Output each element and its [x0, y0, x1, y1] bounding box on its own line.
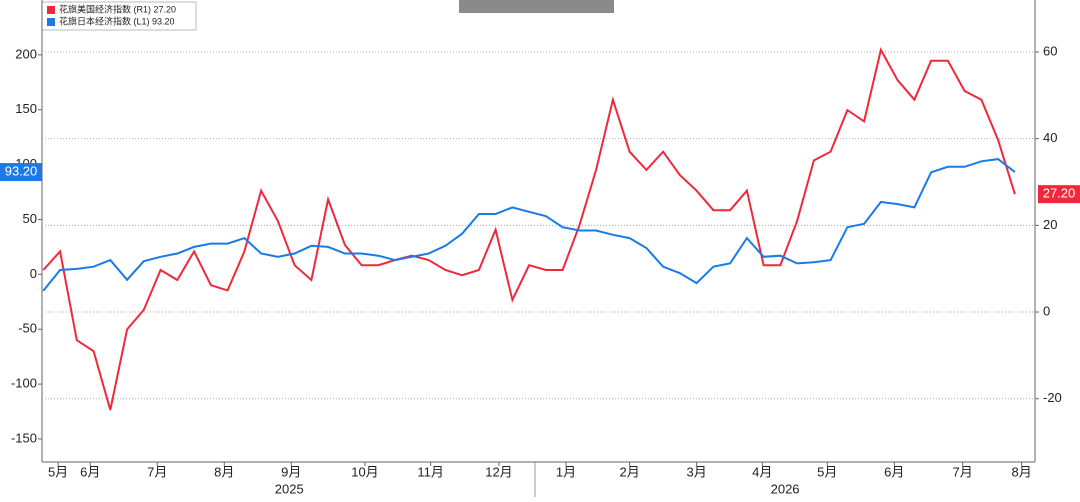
y-tick-label: 150 — [15, 101, 37, 116]
y2-tick-label: -20 — [1043, 390, 1062, 405]
legend — [41, 1, 197, 31]
x-tick-label: 6月 — [884, 464, 904, 479]
y2-tick-label: 20 — [1043, 217, 1057, 232]
y-tick-label: -100 — [11, 376, 37, 391]
y2-tick-label: 0 — [1043, 303, 1050, 318]
x-tick-label: 1月 — [556, 464, 576, 479]
end-label-box — [0, 163, 42, 182]
x-tick-label: 5月 — [48, 464, 68, 479]
y-tick-label: -50 — [18, 321, 37, 336]
y-tick-label: 50 — [23, 211, 37, 226]
x-tick-label: 3月 — [687, 464, 707, 479]
x-tick-label: 11月 — [417, 464, 444, 479]
y-tick-label: 0 — [30, 266, 37, 281]
x-tick-label: 7月 — [147, 464, 167, 479]
x-tick-label: 10月 — [351, 464, 378, 479]
end-label-box — [1038, 185, 1080, 204]
y2-tick-label: 40 — [1043, 130, 1057, 145]
year-label: 2026 — [771, 481, 800, 496]
x-tick-label: 4月 — [752, 464, 772, 479]
x-tick-label: 12月 — [485, 464, 512, 479]
series-line — [42, 47, 1016, 411]
y2-tick-label: 60 — [1043, 43, 1057, 58]
end-label: 93.20 — [5, 164, 38, 179]
legend-label: 花旗日本经济指数 (L1) 93.20 — [59, 15, 175, 26]
x-tick-label: 8月 — [1011, 464, 1031, 479]
x-tick-label: 8月 — [214, 464, 234, 479]
x-tick-label: 5月 — [817, 464, 837, 479]
x-tick-label: 7月 — [953, 464, 973, 479]
toolbar[interactable] — [459, 0, 614, 13]
x-tick-label: 9月 — [281, 464, 301, 479]
legend-label: 花旗美国经济指数 (R1) 27.20 — [59, 3, 176, 14]
series-line — [42, 158, 1016, 292]
legend-swatch — [47, 6, 55, 14]
end-label: 27.20 — [1043, 186, 1076, 201]
y-tick-label: -150 — [11, 430, 37, 445]
legend-swatch — [47, 18, 55, 26]
y-tick-label: 200 — [15, 46, 37, 61]
x-tick-label: 6月 — [80, 464, 100, 479]
x-tick-label: 2月 — [620, 464, 640, 479]
year-label: 2025 — [275, 481, 304, 496]
